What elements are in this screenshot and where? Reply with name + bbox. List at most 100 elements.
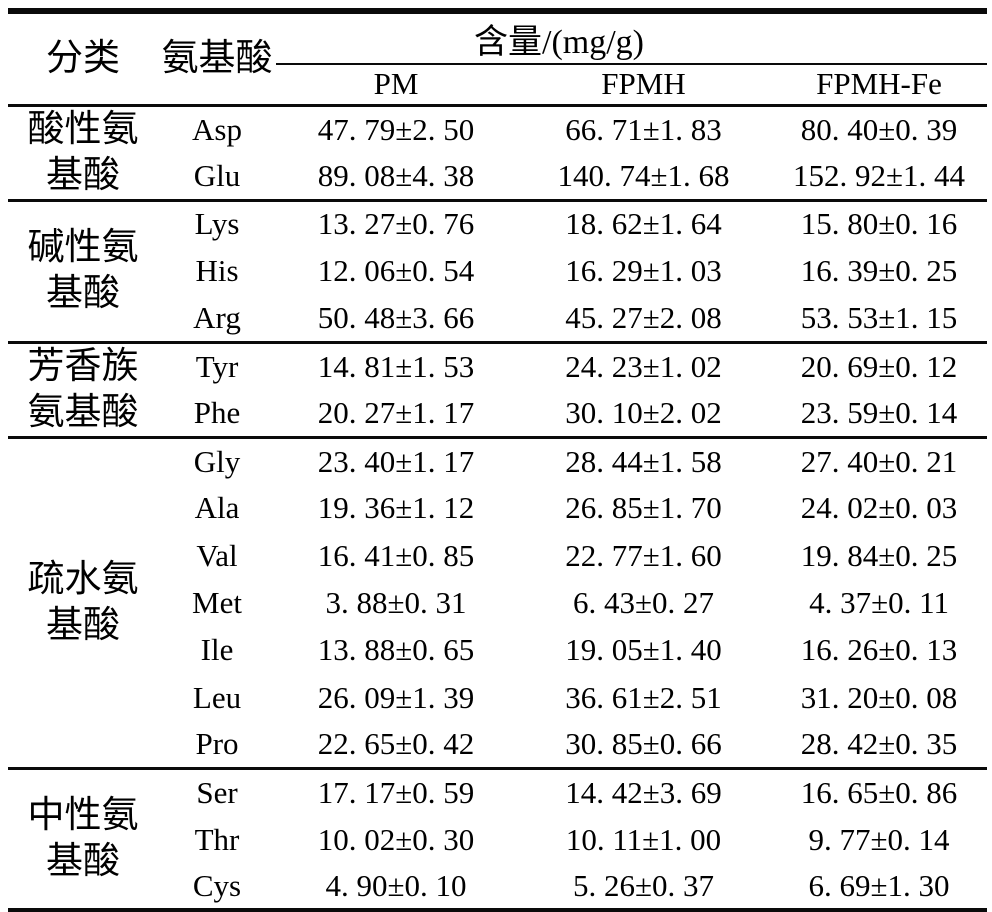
aa-name-cell: Phe [193, 394, 241, 430]
header-amino-acid: 氨基酸 [161, 37, 273, 79]
category-line: 疏水氨 [27, 559, 139, 601]
table-header: 分类 氨基酸 含量/(mg/g) PM FPMH FPMH-Fe [8, 11, 988, 105]
value-cell-pm: 17. 17±0. 59 [317, 775, 475, 811]
table-row: Met 3. 88±0. 31 6. 43±0. 27 4. 37±0. 11 [8, 579, 987, 626]
value-cell-fpmh-fe: 53. 53±1. 15 [800, 299, 958, 335]
value-cell-fpmh: 16. 29±1. 03 [565, 253, 722, 289]
value-cell-fpmh: 36. 61±2. 51 [565, 679, 722, 715]
value-cell-pm: 13. 27±0. 76 [317, 206, 475, 242]
group-acidic: 酸性氨 基酸 Asp 47. 79±2. 50 66. 71±1. 83 80.… [8, 105, 988, 201]
group-hydrophobic: 疏水氨 基酸 Gly 23. 40±1. 17 28. 44±1. 58 27.… [8, 437, 988, 769]
value-cell-fpmh-fe: 16. 65±0. 86 [800, 775, 958, 811]
aa-name-cell: Gly [193, 443, 241, 479]
value-cell-fpmh-fe: 28. 42±0. 35 [800, 726, 958, 762]
table-row: Ala 19. 36±1. 12 26. 85±1. 70 24. 02±0. … [8, 485, 987, 532]
header-content-unit: 含量/(mg/g) [276, 11, 988, 65]
category-line: 基酸 [46, 841, 120, 883]
value-cell-fpmh-fe: 19. 84±0. 25 [800, 537, 958, 573]
value-cell-fpmh: 10. 11±1. 00 [565, 821, 722, 857]
value-cell-pm: 89. 08±4. 38 [317, 157, 475, 193]
category-line: 基酸 [46, 154, 120, 196]
group-basic: 碱性氨 基酸 Lys 13. 27±0. 76 18. 62±1. 64 15.… [8, 200, 988, 342]
value-cell-pm: 26. 09±1. 39 [317, 679, 475, 715]
value-cell-fpmh: 22. 77±1. 60 [565, 537, 722, 573]
aa-name-cell: His [195, 253, 239, 289]
category-cell-basic: 碱性氨 基酸 [8, 200, 158, 342]
amino-acid-content-table: 分类 氨基酸 含量/(mg/g) PM FPMH FPMH-Fe 酸性氨 基酸 … [8, 8, 988, 912]
value-cell-fpmh: 28. 44±1. 58 [565, 443, 722, 479]
category-line: 碱性氨 [27, 227, 139, 269]
value-cell-pm: 50. 48±3. 66 [317, 299, 475, 335]
aa-name-cell: Ala [194, 490, 240, 526]
value-cell-fpmh-fe: 152. 92±1. 44 [793, 157, 966, 193]
value-cell-fpmh-fe: 27. 40±0. 21 [800, 443, 958, 479]
value-cell-fpmh-fe: 16. 26±0. 13 [800, 632, 958, 668]
category-cell-acidic: 酸性氨 基酸 [8, 105, 158, 200]
table-row: 芳香族 氨基酸 Tyr 14. 81±1. 53 24. 23±1. 02 20… [8, 342, 987, 433]
aa-name-cell: Tyr [195, 348, 239, 384]
table-row: Pro 22. 65±0. 42 30. 85±0. 66 28. 42±0. … [8, 722, 987, 769]
value-cell-pm: 10. 02±0. 30 [317, 821, 475, 857]
table-row: Val 16. 41±0. 85 22. 77±1. 60 19. 84±0. … [8, 532, 987, 579]
value-cell-pm: 12. 06±0. 54 [317, 253, 475, 289]
category-line: 芳香族 [27, 345, 139, 387]
category-line: 氨基酸 [27, 391, 139, 433]
header-sample-fpmh: FPMH [601, 66, 686, 102]
value-cell-fpmh-fe: 31. 20±0. 08 [800, 679, 958, 715]
value-cell-fpmh: 6. 43±0. 27 [572, 585, 714, 621]
table-row: Arg 50. 48±3. 66 45. 27±2. 08 53. 53±1. … [8, 295, 987, 342]
value-cell-fpmh-fe: 16. 39±0. 25 [800, 253, 958, 289]
value-cell-fpmh-fe: 9. 77±0. 14 [808, 821, 950, 857]
header-category: 分类 [46, 37, 120, 79]
value-cell-fpmh: 14. 42±3. 69 [565, 775, 722, 811]
value-cell-fpmh: 140. 74±1. 68 [557, 157, 730, 193]
aa-name-cell: Val [196, 537, 238, 573]
table-row: His 12. 06±0. 54 16. 29±1. 03 16. 39±0. … [8, 247, 987, 294]
value-cell-pm: 47. 79±2. 50 [317, 111, 475, 147]
aa-name-cell: Asp [192, 111, 242, 147]
value-cell-fpmh-fe: 23. 59±0. 14 [800, 394, 958, 430]
aa-name-cell: Cys [192, 867, 242, 903]
value-cell-fpmh: 19. 05±1. 40 [565, 632, 722, 668]
category-line: 基酸 [46, 273, 120, 315]
table-row: Cys 4. 90±0. 10 5. 26±0. 37 6. 69±1. 30 [8, 864, 987, 911]
table-row: 疏水氨 基酸 Gly 23. 40±1. 17 28. 44±1. 58 27.… [8, 437, 987, 646]
table-row: 碱性氨 基酸 Lys 13. 27±0. 76 18. 62±1. 64 15.… [8, 200, 987, 314]
category-line: 中性氨 [27, 795, 139, 837]
table-row: 酸性氨 基酸 Asp 47. 79±2. 50 66. 71±1. 83 80.… [8, 105, 987, 196]
group-neutral: 中性氨 基酸 Ser 17. 17±0. 59 14. 42±3. 69 16.… [8, 768, 988, 911]
value-cell-fpmh: 24. 23±1. 02 [565, 348, 722, 384]
value-cell-pm: 19. 36±1. 12 [317, 490, 475, 526]
table-row: Phe 20. 27±1. 17 30. 10±2. 02 23. 59±0. … [8, 390, 987, 438]
value-cell-fpmh-fe: 6. 69±1. 30 [808, 867, 950, 903]
value-cell-fpmh-fe: 15. 80±0. 16 [800, 206, 958, 242]
value-cell-pm: 3. 88±0. 31 [325, 585, 467, 621]
value-cell-pm: 13. 88±0. 65 [317, 632, 475, 668]
category-cell-hydrophobic: 疏水氨 基酸 [8, 437, 158, 769]
aa-name-cell: Ile [200, 632, 234, 668]
aa-name-cell: Leu [192, 679, 242, 715]
header-sample-fpmh-fe: FPMH-Fe [816, 66, 942, 102]
value-cell-fpmh-fe: 4. 37±0. 11 [809, 585, 949, 621]
value-cell-pm: 16. 41±0. 85 [317, 537, 475, 573]
value-cell-fpmh: 18. 62±1. 64 [565, 206, 722, 242]
aa-name-cell: Glu [193, 157, 241, 193]
table-row: Leu 26. 09±1. 39 36. 61±2. 51 31. 20±0. … [8, 674, 987, 721]
category-cell-aromatic: 芳香族 氨基酸 [8, 342, 158, 437]
table-row: Glu 89. 08±4. 38 140. 74±1. 68 152. 92±1… [8, 153, 987, 201]
value-cell-fpmh: 26. 85±1. 70 [565, 490, 722, 526]
value-cell-fpmh: 66. 71±1. 83 [565, 111, 722, 147]
aa-name-cell: Ser [196, 775, 238, 811]
value-cell-fpmh-fe: 20. 69±0. 12 [800, 348, 958, 384]
value-cell-pm: 14. 81±1. 53 [317, 348, 475, 384]
table-row: Thr 10. 02±0. 30 10. 11±1. 00 9. 77±0. 1… [8, 816, 987, 863]
value-cell-fpmh: 30. 85±0. 66 [565, 726, 722, 762]
value-cell-fpmh-fe: 24. 02±0. 03 [800, 490, 958, 526]
header-row-2: PM FPMH FPMH-Fe [8, 64, 987, 105]
aa-name-cell: Arg [193, 299, 241, 335]
value-cell-fpmh: 45. 27±2. 08 [565, 299, 722, 335]
group-aromatic: 芳香族 氨基酸 Tyr 14. 81±1. 53 24. 23±1. 02 20… [8, 342, 988, 438]
value-cell-fpmh: 30. 10±2. 02 [565, 394, 722, 430]
value-cell-pm: 4. 90±0. 10 [325, 867, 467, 903]
category-cell-neutral: 中性氨 基酸 [8, 769, 158, 911]
